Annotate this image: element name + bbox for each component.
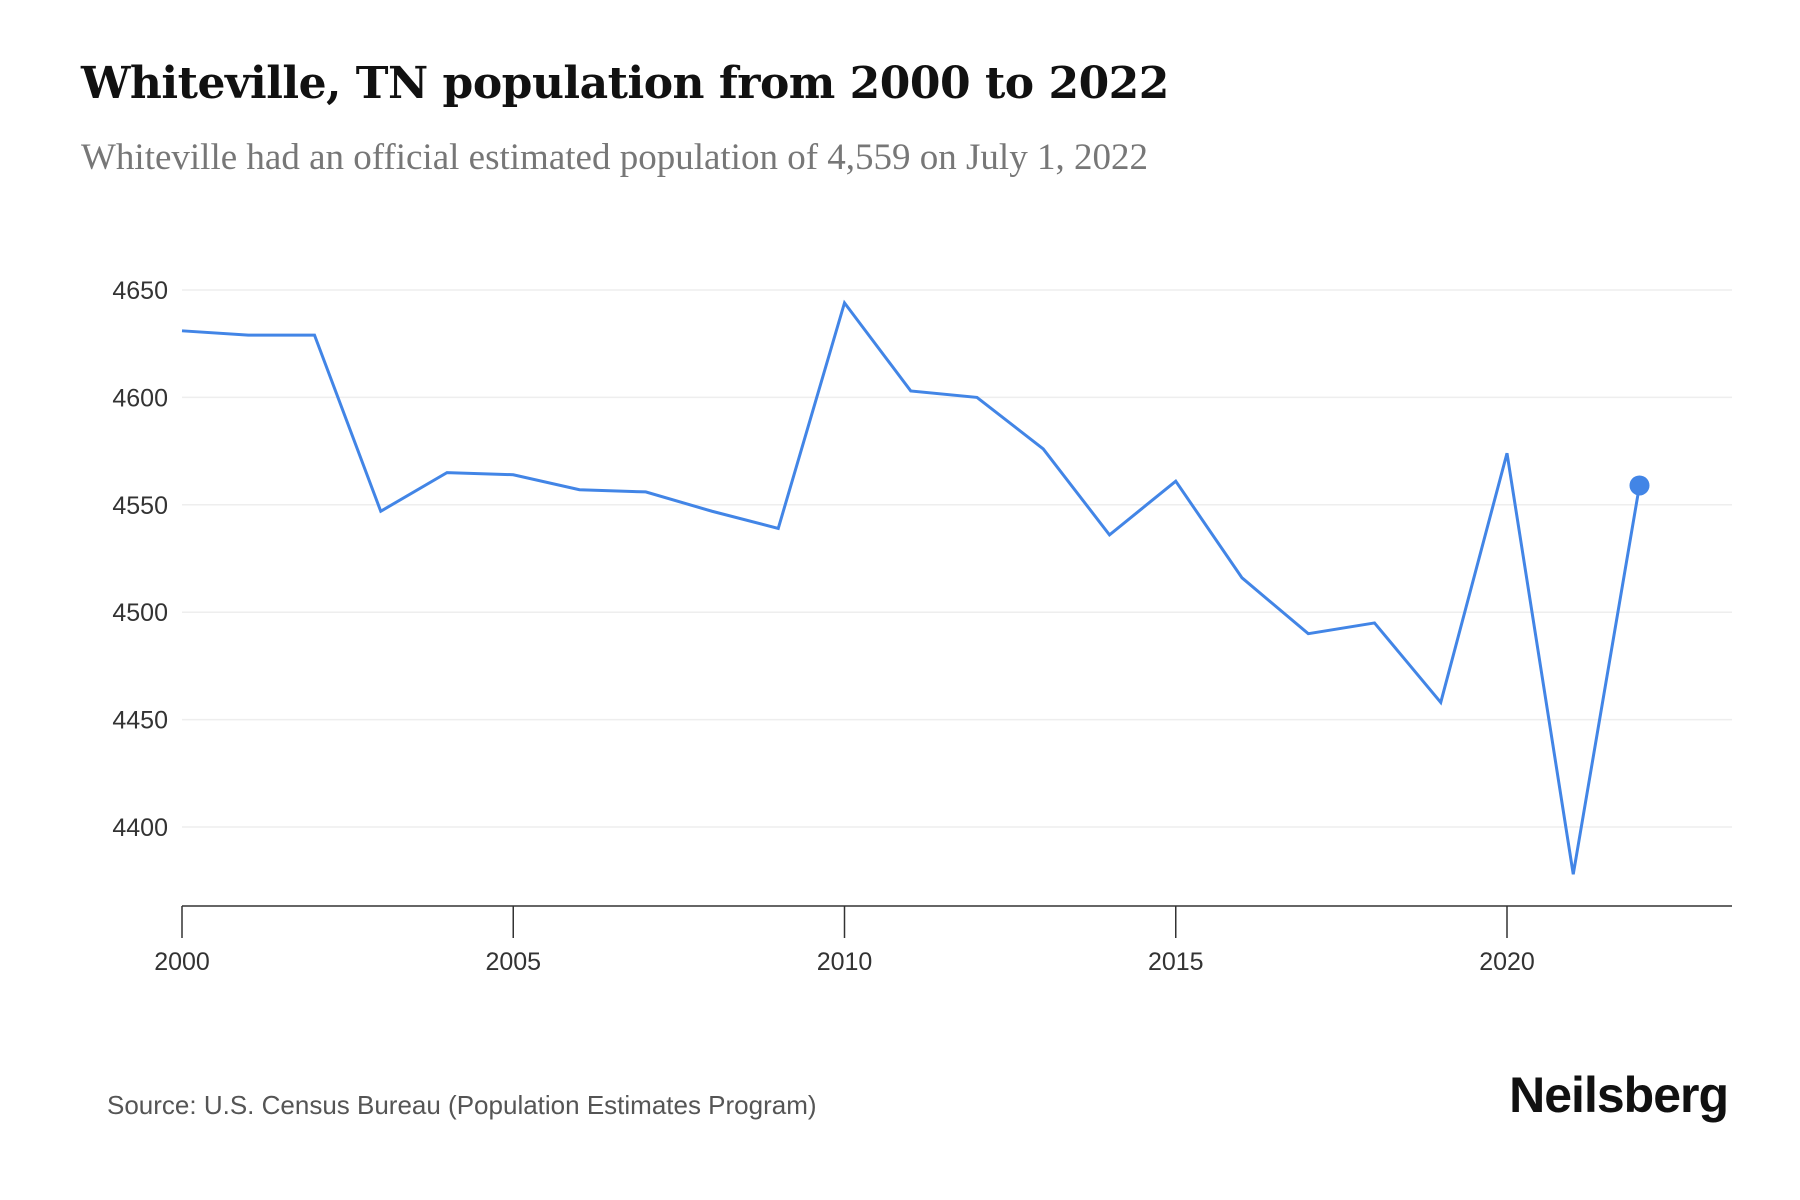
- x-tick-label: 2005: [485, 948, 541, 976]
- y-tick-label: 4650: [112, 277, 168, 305]
- y-tick-label: 4600: [112, 384, 168, 412]
- brand-logo: Neilsberg: [1509, 1067, 1729, 1123]
- x-tick-label: 2010: [817, 948, 873, 976]
- population-line: [181, 299, 1641, 875]
- y-tick-label: 4400: [112, 814, 168, 842]
- y-tick-label: 4450: [112, 707, 168, 735]
- data-point: [1629, 475, 1650, 496]
- y-tick-label: 4550: [112, 492, 168, 520]
- x-tick-label: 2020: [1479, 948, 1535, 976]
- chart-title: Whiteville, TN population from 2000 to 2…: [81, 58, 1169, 109]
- source-note: Source: U.S. Census Bureau (Population E…: [107, 1090, 817, 1120]
- y-tick-label: 4500: [112, 599, 168, 627]
- x-tick-label: 2015: [1148, 948, 1204, 976]
- chart-subtitle: Whiteville had an official estimated pop…: [81, 137, 1148, 178]
- x-tick-label: 2000: [154, 948, 210, 976]
